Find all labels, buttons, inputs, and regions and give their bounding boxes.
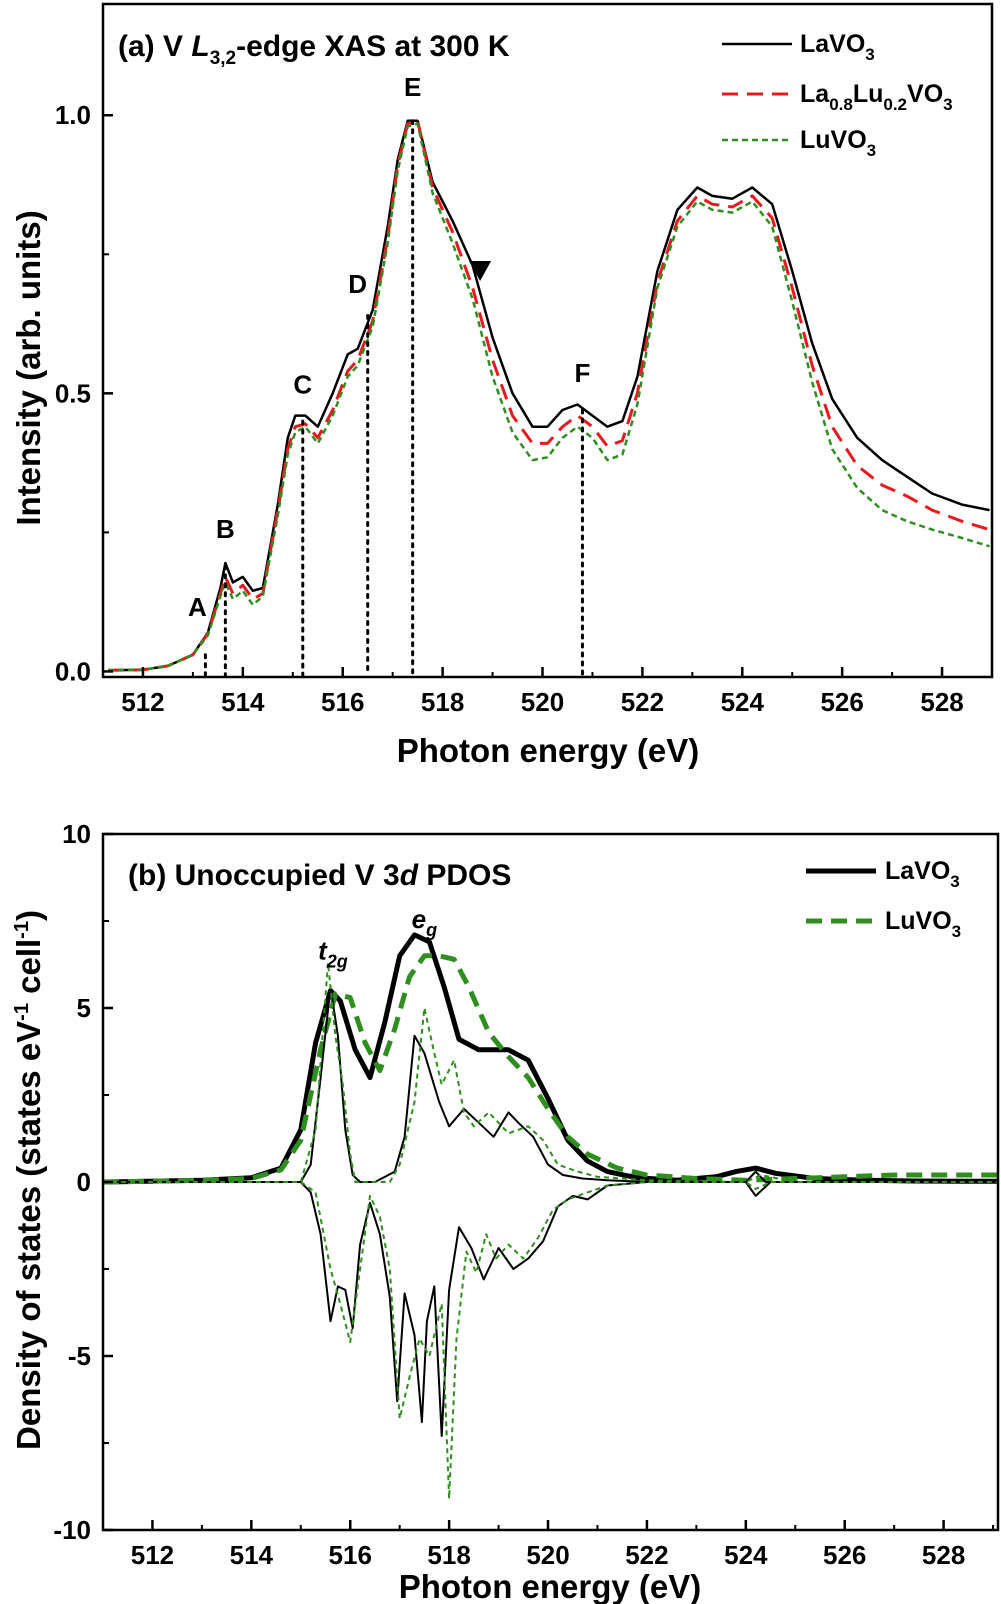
peak-label-eg: eg	[412, 904, 437, 940]
panel-b-ticks: 512 514 516 518 520 522 524 526 528 -10 -5 0 5 10	[53, 819, 995, 1570]
panel-a-xtick-label-516: 516	[321, 687, 364, 717]
panel-b-xtick-label-526: 526	[823, 1540, 866, 1570]
peak-label-t2g: t2g	[318, 935, 348, 971]
panel-b-ytick-label-10: 10	[62, 819, 91, 849]
panel-b-series-lavo3	[102, 932, 998, 1185]
panel-b-xtick-label-528: 528	[922, 1540, 965, 1570]
down-triangle-marker	[469, 260, 492, 281]
legend-label-lavo3: LaVO3	[800, 30, 875, 64]
panel-b-series-luvo3-spin-up	[103, 961, 998, 1183]
peak-label-a: A	[188, 592, 207, 622]
panel-a-xtick-label-524: 524	[721, 687, 765, 717]
legend-label-lavo3-pdos: LaVO3	[885, 857, 960, 891]
legend-label-la08lu02vo3: La0.8Lu0.2VO3	[800, 80, 953, 114]
legend-label-luvo3: LuVO3	[800, 126, 876, 160]
panel-a-ytick-label-0-5: 0.5	[55, 378, 91, 408]
peak-label-d: D	[348, 269, 367, 299]
panel-b-xtick-label-520: 520	[526, 1540, 569, 1570]
panel-b-pdos: 512 514 516 518 520 522 524 526 528 -10 -5 0 5 10 (b)…	[10, 819, 1000, 1604]
panel-a-y-axis-title: Intensity (arb. units)	[10, 210, 47, 525]
legend-item-luvo3-pdos: LuVO3	[806, 907, 961, 941]
panel-b-title: (b) Unoccupied V 3d PDOS	[128, 859, 511, 892]
legend-label-luvo3-pdos: LuVO3	[885, 907, 961, 941]
panel-a-series	[107, 119, 990, 672]
panel-b-xtick-label-516: 516	[329, 1540, 372, 1570]
peak-label-e: E	[404, 72, 421, 102]
panel-a-xtick-label-528: 528	[920, 687, 963, 717]
panel-a-ticks: 512 514 516 518 520 522 524 526 528 0.0 0.5 1.0	[55, 100, 993, 717]
panel-b-series	[102, 932, 998, 1500]
panel-b-ytick-label-10: -10	[53, 1515, 91, 1545]
panel-b-y-axis-title: Density of states (states eV-1 cell-1)	[10, 910, 47, 1450]
panel-b-xtick-label-522: 522	[625, 1540, 668, 1570]
panel-b-ytick-label-5: 5	[77, 993, 91, 1023]
panel-b-ytick-label-0: 0	[77, 1167, 91, 1197]
panel-a-series-luvo3	[107, 122, 990, 672]
panel-b-peak-labels: t2g eg	[318, 904, 437, 971]
panel-a-ytick-label-0: 0.0	[55, 656, 91, 686]
panel-b-series-luvo3	[102, 953, 998, 1185]
panel-a-annotations: A B C D E F	[188, 72, 591, 677]
panel-a-legend: LaVO3 La0.8Lu0.2VO3 LuVO3	[722, 30, 953, 160]
legend-item-la08lu02vo3: La0.8Lu0.2VO3	[722, 80, 953, 114]
panel-b-xtick-label-514: 514	[230, 1540, 274, 1570]
panel-a-xtick-label-512: 512	[121, 687, 164, 717]
panel-b-legend: LaVO3 LuVO3	[806, 857, 961, 941]
legend-item-lavo3-pdos: LaVO3	[806, 857, 960, 891]
peak-label-b: B	[216, 514, 235, 544]
legend-item-lavo3: LaVO3	[722, 30, 875, 64]
panel-a-title: (a) V L3,2-edge XAS at 300 K	[118, 30, 510, 69]
panel-b-xtick-label-512: 512	[131, 1540, 174, 1570]
panel-b-xtick-label-518: 518	[427, 1540, 470, 1570]
panel-a-xas: A B C D E F 512 514 516 518 520 522 524 526 528 0.0 0.5…	[10, 2, 994, 769]
panel-a-xtick-label-526: 526	[820, 687, 863, 717]
panel-a-ytick-label-1: 1.0	[55, 100, 91, 130]
panel-a-frame	[101, 2, 994, 679]
panel-b-series-luvo3-spin-down	[103, 1181, 998, 1500]
legend-item-luvo3: LuVO3	[722, 126, 876, 160]
panel-a-xtick-label-518: 518	[421, 687, 464, 717]
panel-a-xtick-label-520: 520	[521, 687, 564, 717]
panel-b-ytick-label-5: -5	[68, 1341, 91, 1371]
panel-a-x-axis-title: Photon energy (eV)	[397, 732, 700, 769]
panel-a-series-la0-8lu0-2vo3	[107, 119, 990, 672]
panel-b-xtick-label-524: 524	[724, 1540, 768, 1570]
peak-label-f: F	[575, 358, 591, 388]
panel-b-series-lavo3-spin-down	[103, 1181, 998, 1437]
peak-label-c: C	[293, 369, 312, 399]
panel-a-xtick-label-522: 522	[621, 687, 664, 717]
panel-b-frame	[101, 832, 1000, 1532]
panel-b-x-axis-title: Photon energy (eV)	[399, 1568, 702, 1604]
panel-a-xtick-label-514: 514	[221, 687, 265, 717]
